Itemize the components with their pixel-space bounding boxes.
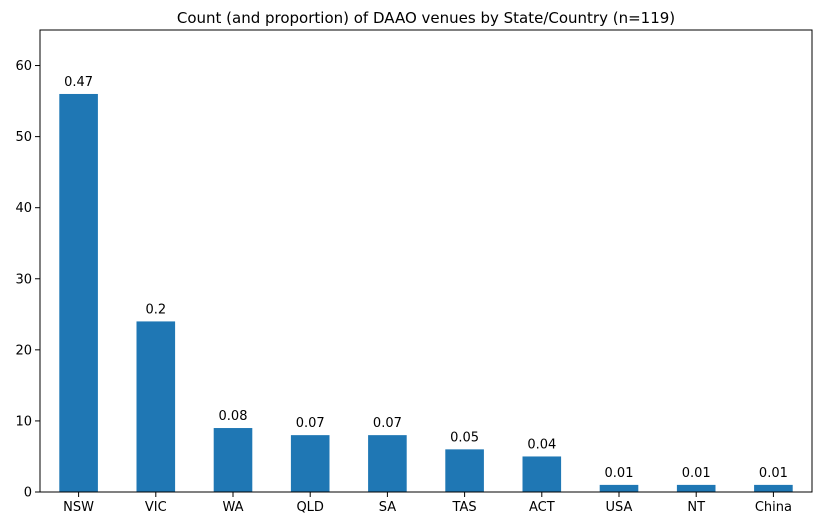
- x-tick-label-qld: QLD: [296, 500, 324, 515]
- bar-vic: [136, 321, 176, 492]
- x-tick-label-usa: USA: [606, 500, 633, 515]
- y-tick-label-10: 10: [15, 414, 32, 429]
- x-tick-label-china: China: [755, 500, 792, 515]
- bar-nsw: [59, 93, 98, 492]
- bar-china: [754, 484, 793, 492]
- data-label-wa: 0.08: [219, 409, 248, 424]
- data-label-vic: 0.2: [145, 302, 166, 317]
- bar-qld: [290, 435, 330, 492]
- y-tick-label-50: 50: [15, 130, 32, 145]
- data-labels-group: 0.47 0.2 0.08 0.07 0.07 0.05 0.04 0.01 0.01 0.01: [64, 75, 788, 481]
- bar-tas: [445, 449, 484, 492]
- y-tick-label-0: 0: [24, 486, 32, 501]
- data-label-tas: 0.05: [450, 430, 479, 445]
- data-label-sa: 0.07: [373, 416, 402, 431]
- data-label-usa: 0.01: [605, 466, 634, 481]
- data-label-qld: 0.07: [296, 416, 325, 431]
- y-tick-label-60: 60: [15, 59, 32, 74]
- x-tick-label-sa: SA: [379, 500, 396, 515]
- data-label-nt: 0.01: [682, 466, 711, 481]
- x-axis: NSW VIC WA QLD SA TAS ACT USA NT China: [63, 492, 792, 515]
- x-tick-label-wa: WA: [222, 500, 243, 515]
- bar-wa: [213, 428, 253, 492]
- plot-frame: [39, 29, 813, 493]
- y-tick-label-20: 20: [15, 343, 32, 358]
- bar-nt: [676, 484, 716, 492]
- x-tick-label-nt: NT: [687, 500, 705, 515]
- data-label-act: 0.04: [527, 437, 556, 452]
- x-tick-label-act: ACT: [529, 500, 555, 515]
- data-label-china: 0.01: [759, 466, 788, 481]
- bar-usa: [599, 484, 639, 492]
- bars-group: [59, 93, 793, 492]
- data-label-nsw: 0.47: [64, 75, 93, 90]
- bar-sa: [368, 435, 407, 492]
- x-tick-label-vic: VIC: [145, 500, 167, 515]
- y-axis: 0 10 20 30 40 50 60: [15, 59, 40, 501]
- x-tick-label-nsw: NSW: [63, 500, 94, 515]
- y-tick-label-30: 30: [15, 272, 32, 287]
- y-tick-label-40: 40: [15, 201, 32, 216]
- chart-title: Count (and proportion) of DAAO venues by…: [177, 9, 675, 27]
- x-tick-label-tas: TAS: [452, 500, 477, 515]
- bar-act: [522, 456, 562, 492]
